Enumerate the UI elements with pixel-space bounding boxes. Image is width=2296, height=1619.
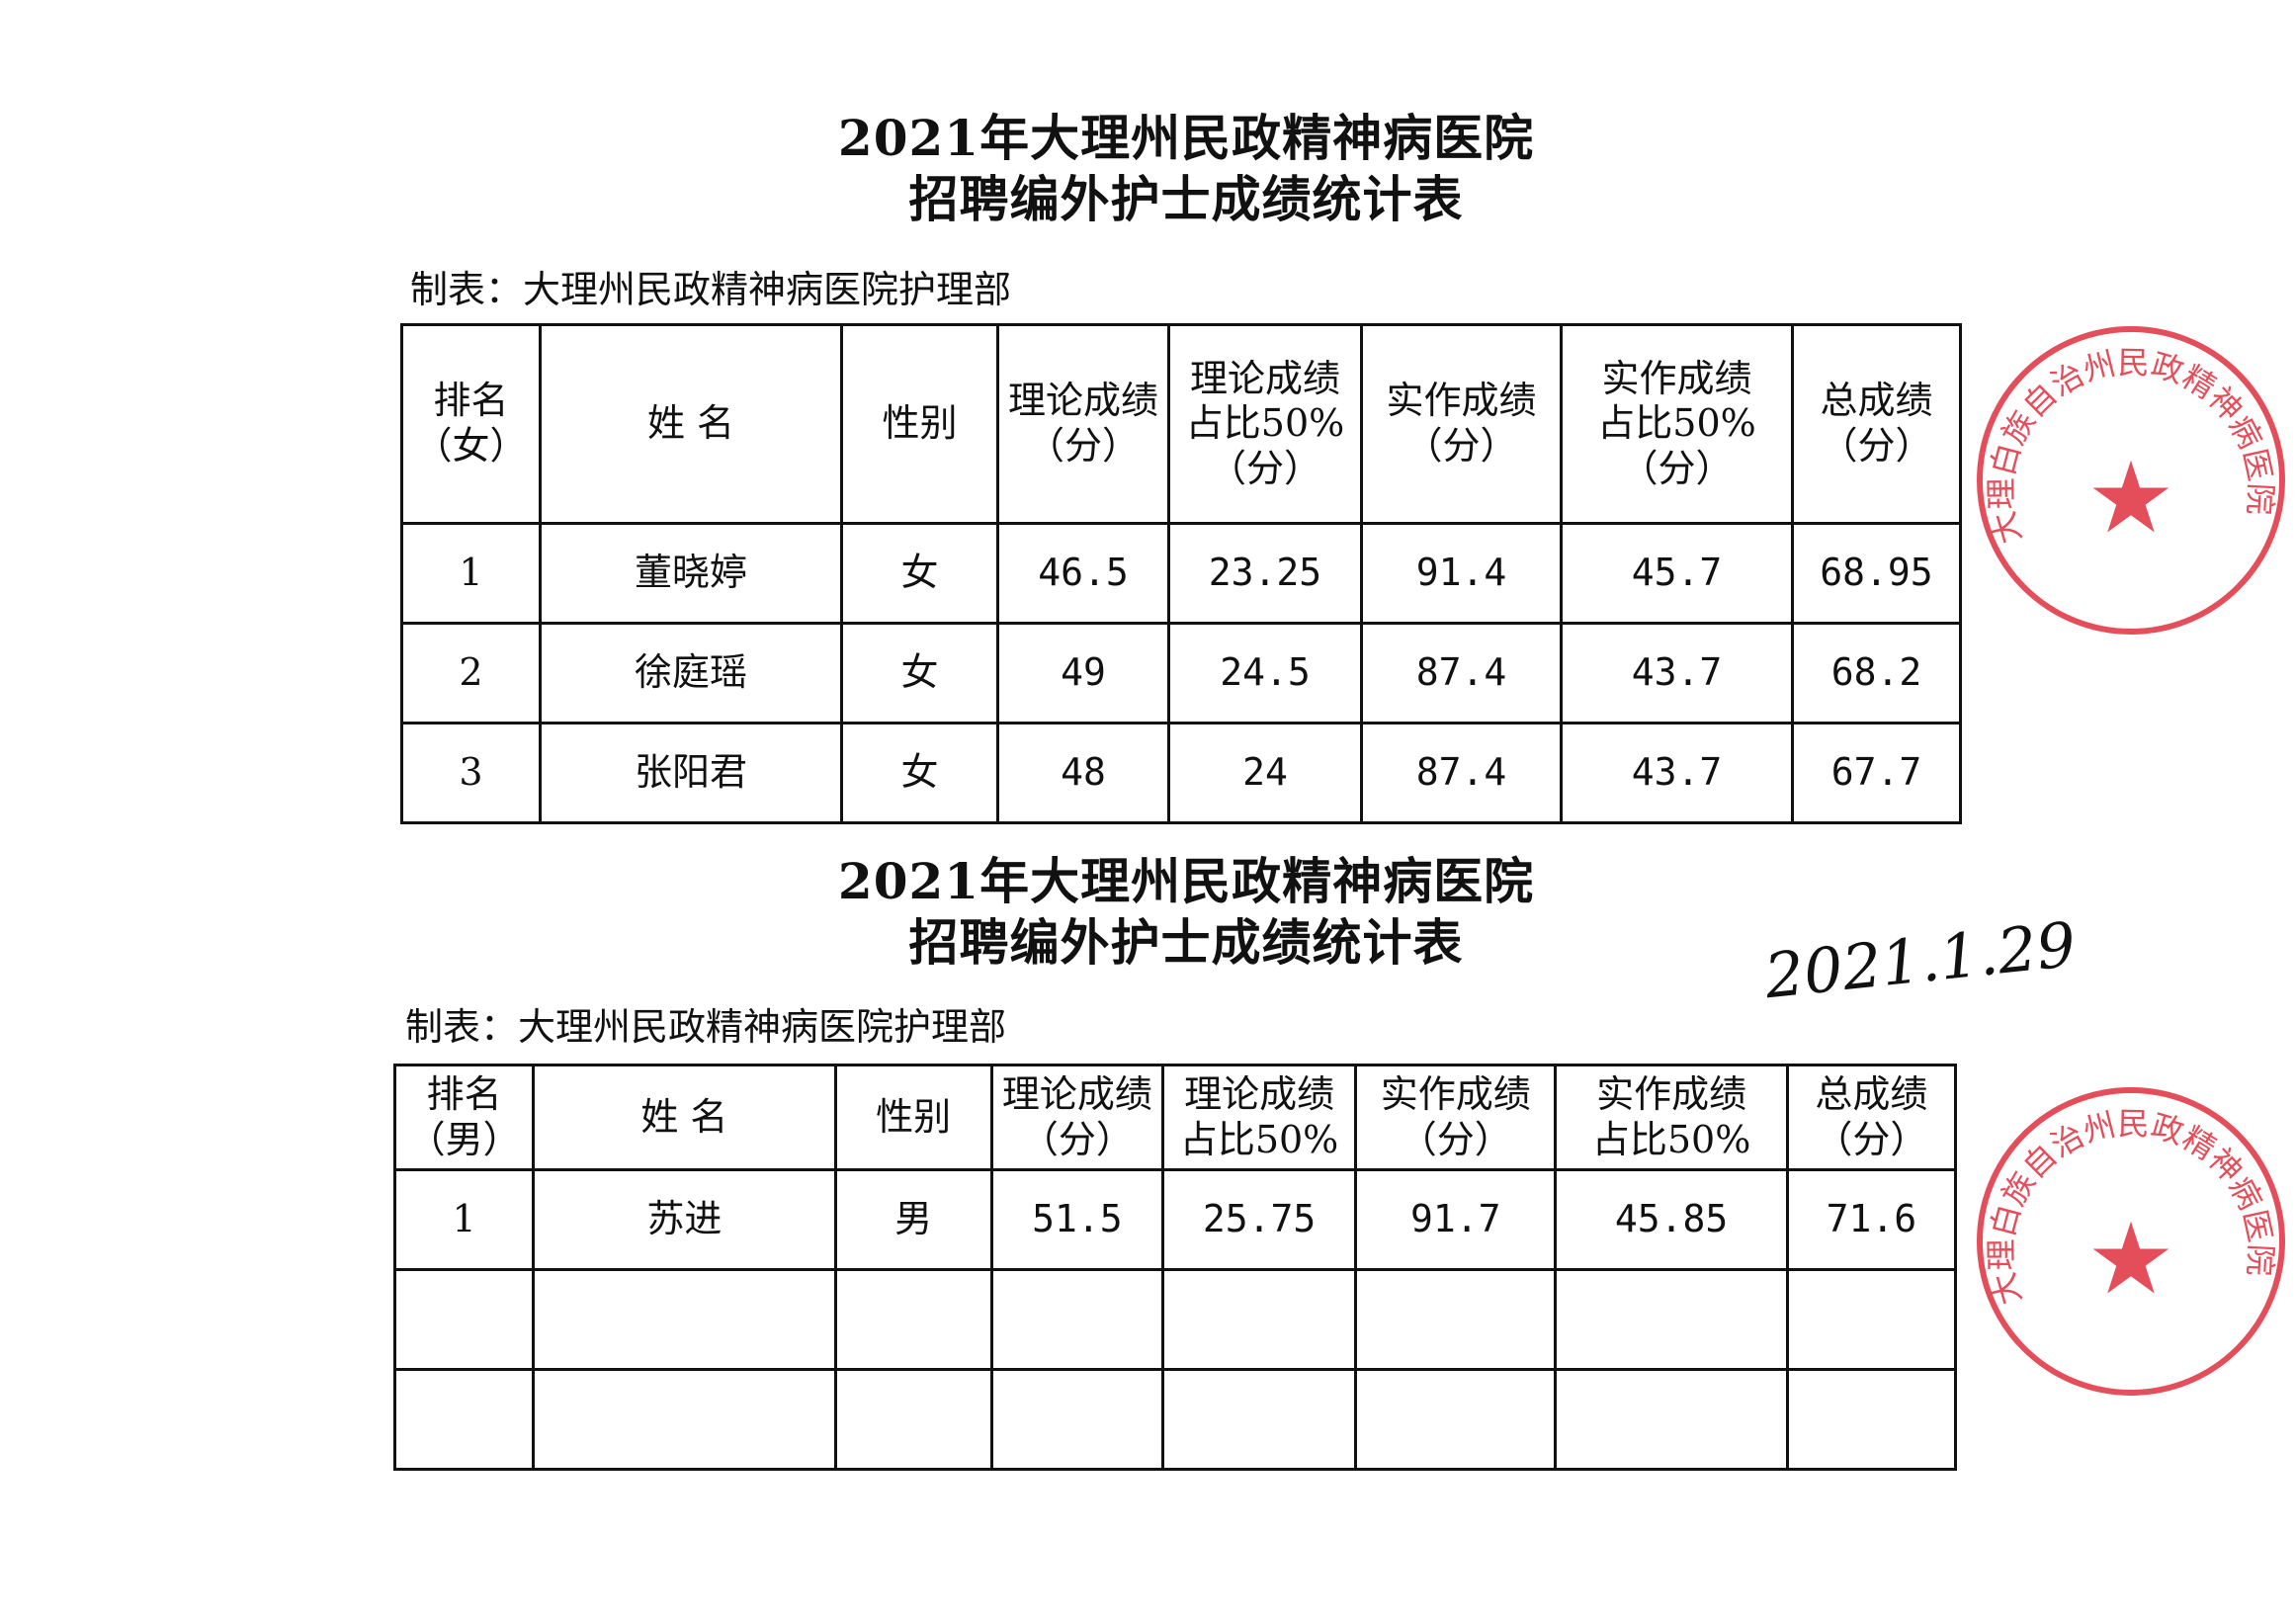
table-cell: 49 <box>996 622 1170 724</box>
header-row: 排名 （男）姓 名性别 理论成绩 （分） 理论成绩 占比50% 实作成绩 （分） 实作成… <box>392 1064 1958 1171</box>
table-cell: 67.7 <box>1791 722 1962 824</box>
column-header: 理论成绩 （分） <box>989 1064 1164 1171</box>
table-cell: 43.7 <box>1560 622 1794 724</box>
table-cell: 46.5 <box>996 522 1170 625</box>
table-cell: 女 <box>840 522 999 625</box>
column-header: 实作成绩 占比50% （分） <box>1560 323 1794 525</box>
table-row <box>392 1268 1958 1371</box>
female-score-table: 排名 （女）姓 名性别 理论成绩 （分） 理论成绩 占比50% （分） 实作成绩 （分… <box>400 323 1962 824</box>
table-cell: 45.85 <box>1554 1168 1789 1271</box>
table-cell: 45.7 <box>1560 522 1794 625</box>
table-cell: 2 <box>400 622 542 724</box>
column-header: 理论成绩 占比50% <box>1160 1064 1358 1171</box>
column-header: 姓 名 <box>539 323 843 525</box>
title-line1: 2021年大理州民政精神病医院 <box>837 109 1535 167</box>
table-cell: 87.4 <box>1360 722 1563 824</box>
table-cell: 91.7 <box>1354 1168 1558 1271</box>
table-cell: 91.4 <box>1360 522 1563 625</box>
table-cell: 24.5 <box>1167 622 1363 724</box>
table-cell: 3 <box>400 722 542 824</box>
table-cell <box>833 1368 993 1471</box>
table-cell <box>1354 1268 1558 1371</box>
maker-label: 制表：大理州民政精神病医院护理部 <box>410 268 1012 311</box>
table-cell: 张阳君 <box>539 722 843 824</box>
table-cell: 苏进 <box>532 1168 837 1271</box>
column-header: 实作成绩 （分） <box>1360 323 1563 525</box>
maker-label: 制表：大理州民政精神病医院护理部 <box>405 1005 1007 1049</box>
official-seal: 大理白族自治州民政精神病医院 ★ <box>1977 1087 2285 1396</box>
seal-text-ring: 大理白族自治州民政精神病医院 <box>1983 344 2279 549</box>
table-cell: 1 <box>392 1168 536 1271</box>
table-cell <box>392 1368 536 1471</box>
header-row: 排名 （女）姓 名性别 理论成绩 （分） 理论成绩 占比50% （分） 实作成绩 （分… <box>400 323 1962 525</box>
column-header: 性别 <box>833 1064 993 1171</box>
column-header: 排名 （男） <box>392 1064 536 1171</box>
table-cell: 徐庭瑶 <box>539 622 843 724</box>
table-row: 3 张阳君女 48 24 87.4 43.7 67.7 <box>400 722 1962 824</box>
star-icon: ★ <box>2086 1201 2175 1317</box>
title-line1: 2021年大理州民政精神病医院 <box>837 852 1535 910</box>
table-cell: 女 <box>840 722 999 824</box>
table-cell: 女 <box>840 622 999 724</box>
table-cell: 24 <box>1167 722 1363 824</box>
column-header: 姓 名 <box>532 1064 837 1171</box>
table-cell: 68.95 <box>1791 522 1962 625</box>
title-line2: 招聘编外护士成绩统计表 <box>908 913 1464 972</box>
column-header: 理论成绩 占比50% （分） <box>1167 323 1363 525</box>
table-cell <box>392 1268 536 1371</box>
table-cell: 23.25 <box>1167 522 1363 625</box>
column-header: 实作成绩 占比50% <box>1554 1064 1789 1171</box>
table-cell: 48 <box>996 722 1170 824</box>
table-cell: 25.75 <box>1160 1168 1358 1271</box>
title-line2: 招聘编外护士成绩统计表 <box>908 170 1464 228</box>
table-cell <box>1785 1268 1958 1371</box>
table-row: 2 徐庭瑶女 49 24.5 87.4 43.7 68.2 <box>400 622 1962 724</box>
table-cell <box>532 1268 837 1371</box>
column-header: 总成绩 （分） <box>1785 1064 1958 1171</box>
table-cell: 43.7 <box>1560 722 1794 824</box>
table-cell <box>1554 1368 1789 1471</box>
male-score-table: 排名 （男）姓 名性别 理论成绩 （分） 理论成绩 占比50% 实作成绩 （分） 实作成… <box>392 1064 1958 1471</box>
column-header: 性别 <box>840 323 999 525</box>
table-cell <box>1785 1368 1958 1471</box>
table-cell: 68.2 <box>1791 622 1962 724</box>
table-cell: 87.4 <box>1360 622 1563 724</box>
seal-text-ring: 大理白族自治州民政精神病医院 <box>1983 1105 2279 1310</box>
table-cell <box>989 1368 1164 1471</box>
table-cell <box>989 1268 1164 1371</box>
table-row: 1 苏进男 51.5 25.75 91.7 45.85 71.6 <box>392 1168 1958 1271</box>
official-seal: 大理白族自治州民政精神病医院 ★ <box>1977 326 2285 635</box>
table-cell <box>1554 1268 1789 1371</box>
table-cell: 1 <box>400 522 542 625</box>
table-cell: 董晓婷 <box>539 522 843 625</box>
table-cell: 71.6 <box>1785 1168 1958 1271</box>
star-icon: ★ <box>2086 440 2175 555</box>
column-header: 实作成绩 （分） <box>1354 1064 1558 1171</box>
column-header: 理论成绩 （分） <box>996 323 1170 525</box>
column-header: 总成绩 （分） <box>1791 323 1962 525</box>
table-row: 1 董晓婷女 46.5 23.25 91.4 45.7 68.95 <box>400 522 1962 625</box>
table-cell <box>1354 1368 1558 1471</box>
table-cell <box>1160 1368 1358 1471</box>
table-cell <box>1160 1268 1358 1371</box>
table-cell <box>833 1268 993 1371</box>
table-cell: 51.5 <box>989 1168 1164 1271</box>
column-header: 排名 （女） <box>400 323 542 525</box>
table-row <box>392 1368 1958 1471</box>
table-cell <box>532 1368 837 1471</box>
table-cell: 男 <box>833 1168 993 1271</box>
